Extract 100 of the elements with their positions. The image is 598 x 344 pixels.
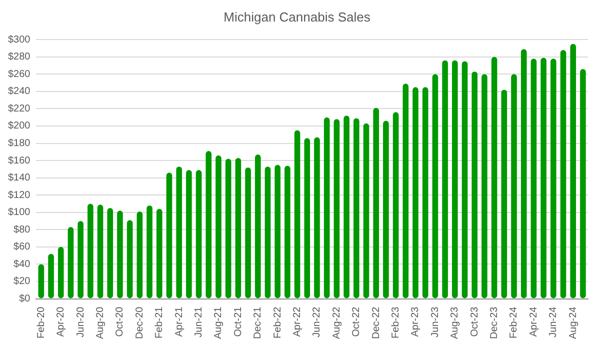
bar — [324, 117, 330, 298]
bar — [540, 58, 546, 298]
x-tick-label: Oct-21 — [232, 306, 244, 337]
x-tick-label: Feb-20 — [36, 306, 47, 338]
x-tick-label: Dec-20 — [134, 306, 146, 340]
x-tick-label: Feb-21 — [154, 306, 166, 338]
x-tick-label: Jun-21 — [194, 306, 205, 338]
bar — [422, 87, 428, 298]
bar — [146, 205, 152, 298]
bar — [225, 158, 232, 298]
bar — [344, 116, 350, 298]
x-tick-label: Aug-20 — [95, 306, 106, 340]
bar — [216, 155, 222, 298]
bar — [196, 170, 202, 298]
y-tick-label: $0 — [19, 294, 31, 305]
bar — [472, 72, 478, 298]
x-tick-label: Feb-22 — [272, 306, 284, 338]
x-tick-label: Apr-22 — [292, 306, 304, 337]
bar — [402, 84, 409, 298]
bar — [304, 138, 310, 298]
bar — [482, 74, 488, 298]
x-tick-label: Feb-24 — [508, 306, 520, 338]
y-tick-label: $220 — [8, 103, 31, 114]
bar — [58, 246, 64, 298]
bar — [176, 166, 182, 298]
bar — [560, 50, 566, 298]
x-tick-label: Jun-24 — [548, 306, 560, 338]
bar — [264, 166, 271, 298]
x-tick-label: Dec-23 — [489, 306, 500, 340]
y-tick-label: $260 — [8, 68, 31, 80]
bar — [462, 61, 468, 298]
y-tick-label: $300 — [8, 34, 31, 46]
x-tick-label: Aug-24 — [568, 306, 579, 340]
bar — [97, 204, 104, 298]
bar — [284, 166, 290, 298]
bar — [412, 87, 418, 298]
bar — [373, 108, 379, 298]
x-tick-label: Oct-20 — [114, 306, 126, 337]
bar — [511, 74, 517, 298]
bar — [294, 130, 300, 298]
bar — [245, 167, 251, 298]
x-tick-label: Apr-21 — [174, 306, 185, 337]
bar — [78, 221, 84, 298]
bar — [88, 204, 94, 298]
bar — [38, 264, 44, 298]
x-tick-label: Feb-23 — [390, 306, 402, 338]
bar — [166, 172, 172, 298]
y-tick-label: $140 — [8, 172, 31, 184]
bar — [442, 60, 448, 298]
y-tick-label: $20 — [14, 276, 31, 288]
bar — [334, 119, 340, 298]
bar — [314, 137, 320, 298]
x-tick-label: Apr-24 — [528, 306, 540, 337]
y-tick-label: $100 — [8, 207, 31, 218]
x-tick-label: Oct-23 — [469, 306, 480, 337]
bar — [392, 112, 399, 298]
x-tick-label: Dec-21 — [252, 306, 264, 340]
y-tick-label: $80 — [14, 224, 31, 236]
bar — [520, 49, 527, 298]
x-tick-label: Aug-22 — [331, 306, 342, 340]
y-tick-label: $200 — [8, 120, 31, 132]
x-tick-label: Apr-23 — [410, 306, 422, 337]
bar — [156, 208, 162, 298]
bar — [136, 212, 143, 298]
y-tick-label: $120 — [8, 190, 31, 201]
bar — [550, 58, 556, 298]
y-tick-label: $240 — [8, 86, 31, 98]
bar — [383, 120, 389, 298]
bar — [580, 68, 586, 298]
bar — [570, 44, 576, 298]
bar — [107, 208, 114, 298]
bar — [432, 74, 438, 298]
bar — [501, 90, 508, 298]
x-tick-label: Dec-22 — [370, 306, 382, 340]
x-tick-label: Jun-20 — [75, 306, 86, 338]
bar — [274, 164, 280, 298]
x-tick-label: Oct-22 — [351, 306, 362, 337]
bar — [491, 56, 498, 298]
bar — [235, 158, 242, 298]
bar — [452, 60, 458, 298]
x-tick-label: Jun-23 — [430, 306, 441, 338]
bar — [117, 210, 123, 298]
bar — [254, 154, 261, 298]
y-tick-label: $60 — [14, 242, 31, 253]
bar — [48, 254, 54, 298]
chart-title: Michigan Cannabis Sales — [224, 9, 371, 24]
bar — [530, 58, 537, 298]
bar — [363, 123, 370, 298]
x-tick-label: Aug-23 — [450, 306, 461, 340]
x-tick-label: Apr-20 — [56, 306, 67, 337]
bar — [186, 170, 192, 298]
y-tick-label: $160 — [8, 155, 31, 166]
y-tick-label: $180 — [8, 138, 31, 150]
bar — [353, 118, 360, 298]
x-tick-label: Aug-21 — [213, 306, 224, 340]
x-tick-label: Jun-22 — [312, 306, 323, 338]
y-tick-label: $280 — [8, 52, 31, 63]
y-tick-label: $40 — [14, 258, 31, 270]
bar — [68, 227, 74, 298]
bar — [126, 220, 133, 298]
